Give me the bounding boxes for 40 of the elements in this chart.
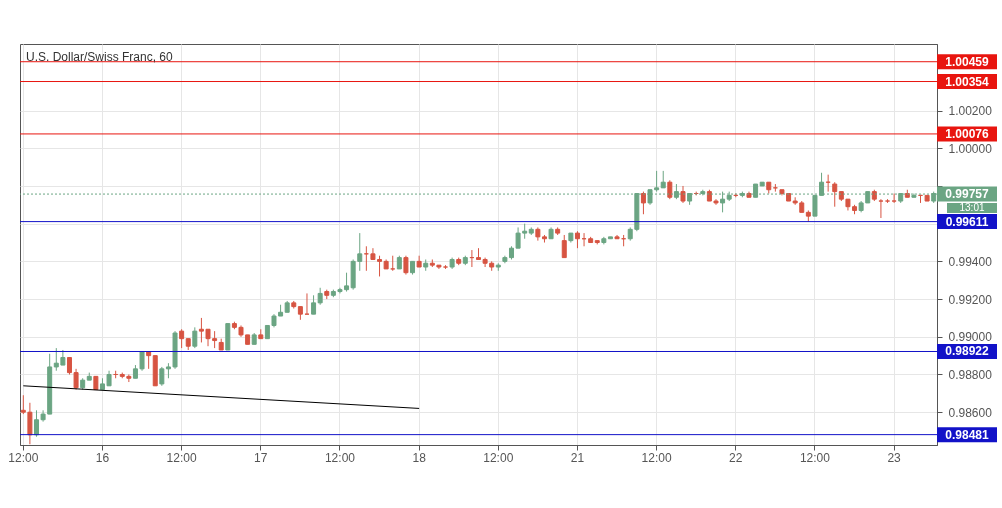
x-tick-label: 12:00 <box>641 450 672 465</box>
candlestick <box>403 255 409 276</box>
candlestick <box>640 191 646 215</box>
ref-line-label: 1.00459 <box>945 54 990 69</box>
candlestick <box>179 328 185 349</box>
x-tick-label: 18 <box>412 450 427 465</box>
x-tick-label: 12:00 <box>324 450 356 465</box>
x-tick-label: 21 <box>570 450 585 465</box>
y-tick-label: 1.00000 <box>948 141 993 156</box>
ref-line-label: 0.99611 <box>945 214 989 229</box>
ref-line-label: 0.99757 <box>945 187 990 202</box>
y-tick-label: 0.99400 <box>948 254 993 269</box>
y-tick-label: 0.98600 <box>948 405 993 420</box>
ref-line-label: 1.00354 <box>945 74 990 89</box>
candlestick <box>311 294 317 315</box>
candlestick <box>891 193 897 204</box>
y-tick-label: 1.00200 <box>948 104 993 119</box>
x-tick-label: 23 <box>887 450 902 465</box>
candlestick <box>192 326 198 349</box>
text: 13:01 <box>959 202 985 214</box>
candlestick <box>159 366 165 387</box>
ref-line-label: 0.98922 <box>945 344 990 359</box>
ref-line-label: 0.98481 <box>945 427 990 442</box>
x-tick-label: 12:00 <box>799 450 831 465</box>
x-tick-label: 16 <box>95 450 110 465</box>
x-tick-label: 12:00 <box>166 450 197 465</box>
candlestick <box>832 181 838 208</box>
y-tick-label: 0.98800 <box>948 367 993 382</box>
x-tick-label: 22 <box>729 450 743 465</box>
candlestick <box>561 234 567 259</box>
y-tick-label: 0.99200 <box>948 292 993 307</box>
text: U.S. Dollar/Swiss Franc, 60 <box>26 50 174 64</box>
x-tick-label: 12:00 <box>483 450 514 465</box>
candlestick <box>878 198 884 219</box>
x-tick-label: 17 <box>254 450 268 465</box>
y-tick-label: 0.99000 <box>948 330 993 345</box>
candlestick <box>667 179 673 200</box>
candlestick <box>416 255 422 268</box>
x-tick-label: 12:00 <box>8 450 39 465</box>
ref-line-label: 1.00076 <box>945 126 990 141</box>
